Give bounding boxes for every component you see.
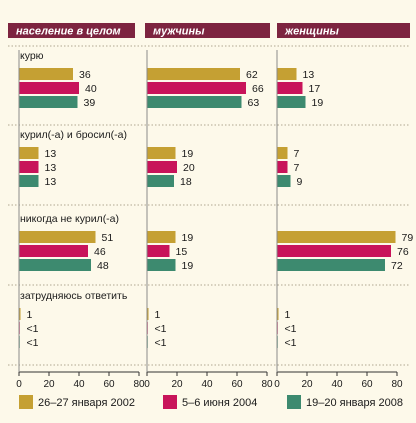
- bar: [277, 147, 288, 159]
- bar-value-label: 7: [294, 148, 300, 160]
- bar: [277, 259, 385, 271]
- bar-value-label: <1: [285, 323, 297, 335]
- bar-value-label: 13: [45, 162, 57, 174]
- x-tick-label: 80: [391, 379, 403, 390]
- bar: [19, 82, 79, 94]
- bar: [19, 68, 73, 80]
- category-label-2: курил(-а) и бросил(-а): [20, 129, 127, 141]
- bar-value-label: <1: [285, 337, 297, 349]
- bar: [147, 308, 149, 320]
- bar-value-label: 48: [97, 260, 109, 272]
- bar-value-label: 13: [45, 176, 57, 188]
- bar: [147, 231, 176, 243]
- bar-value-label: 76: [397, 246, 409, 258]
- bar-value-label: 79: [402, 232, 414, 244]
- bar: [277, 175, 291, 187]
- panel-header-2: [145, 23, 270, 38]
- bar: [147, 68, 240, 80]
- x-tick-label: 20: [301, 379, 313, 390]
- bar-value-label: 1: [155, 309, 161, 321]
- bar-value-label: 51: [102, 232, 114, 244]
- legend-label-2: 5–6 июня 2004: [182, 397, 257, 409]
- bar-value-label: 20: [183, 162, 195, 174]
- panel-header-3: [277, 23, 410, 38]
- bar: [147, 147, 176, 159]
- bar: [277, 245, 391, 257]
- bar: [147, 96, 242, 108]
- bar-value-label: 17: [309, 83, 321, 95]
- bar: [19, 147, 39, 159]
- bar: [147, 259, 176, 271]
- legend-label-3: 19–20 января 2008: [306, 397, 403, 409]
- bar-value-label: 15: [176, 246, 188, 258]
- x-tick-label: 80: [261, 379, 273, 390]
- bar-value-label: <1: [155, 323, 167, 335]
- x-tick-label: 40: [201, 379, 213, 390]
- bar-value-label: 40: [85, 83, 97, 95]
- bar-value-label: 39: [84, 97, 96, 109]
- x-tick-label: 40: [73, 379, 85, 390]
- bar-value-label: 72: [391, 260, 403, 272]
- x-tick-label: 20: [43, 379, 55, 390]
- bar: [19, 161, 39, 173]
- legend-swatch-1: [19, 395, 33, 409]
- x-tick-label: 80: [133, 379, 145, 390]
- panel-title-3: женщины: [284, 26, 340, 38]
- x-tick-label: 0: [144, 379, 150, 390]
- x-tick-label: 0: [274, 379, 280, 390]
- bar: [19, 259, 91, 271]
- bar: [147, 161, 177, 173]
- bar: [19, 308, 21, 320]
- bar-value-label: <1: [155, 337, 167, 349]
- category-label-4: затрудняюсь ответить: [20, 290, 128, 302]
- bar-value-label: 1: [27, 309, 33, 321]
- bar-value-label: 62: [246, 69, 258, 81]
- bar-value-label: 18: [180, 176, 192, 188]
- bar: [147, 82, 246, 94]
- bar-value-label: 13: [45, 148, 57, 160]
- bar-value-label: <1: [27, 337, 39, 349]
- bar: [277, 308, 279, 320]
- bar: [147, 175, 174, 187]
- bar-value-label: 19: [182, 232, 194, 244]
- bar: [19, 231, 96, 243]
- bar-value-label: 46: [94, 246, 106, 258]
- bar-value-label: <1: [27, 323, 39, 335]
- bar-value-label: 9: [297, 176, 303, 188]
- bar: [19, 96, 78, 108]
- bar-value-label: 19: [182, 148, 194, 160]
- panel-title-2: мужчины: [153, 26, 205, 38]
- bar-value-label: 36: [79, 69, 91, 81]
- x-tick-label: 60: [361, 379, 373, 390]
- bar-value-label: 66: [252, 83, 264, 95]
- bar: [147, 245, 170, 257]
- bar: [277, 68, 297, 80]
- legend-swatch-2: [163, 395, 177, 409]
- bar: [277, 231, 396, 243]
- legend-label-1: 26–27 января 2002: [38, 397, 135, 409]
- bar-value-label: 63: [248, 97, 260, 109]
- bar: [277, 161, 288, 173]
- bar-value-label: 7: [294, 162, 300, 174]
- bar: [19, 245, 88, 257]
- x-tick-label: 20: [171, 379, 183, 390]
- category-label-1: курю: [20, 50, 44, 62]
- panel-title-1: население в целом: [16, 26, 121, 38]
- x-tick-label: 0: [16, 379, 22, 390]
- bar: [277, 96, 306, 108]
- bar: [277, 82, 303, 94]
- x-tick-label: 60: [231, 379, 243, 390]
- bar-value-label: 19: [182, 260, 194, 272]
- bar-value-label: 19: [312, 97, 324, 109]
- bar-value-label: 13: [303, 69, 315, 81]
- panel-header-1: [8, 23, 135, 38]
- category-label-3: никогда не курил(-а): [20, 213, 119, 225]
- x-tick-label: 60: [103, 379, 115, 390]
- bar-value-label: 1: [285, 309, 291, 321]
- x-tick-label: 40: [331, 379, 343, 390]
- bar: [19, 175, 39, 187]
- legend-swatch-3: [287, 395, 301, 409]
